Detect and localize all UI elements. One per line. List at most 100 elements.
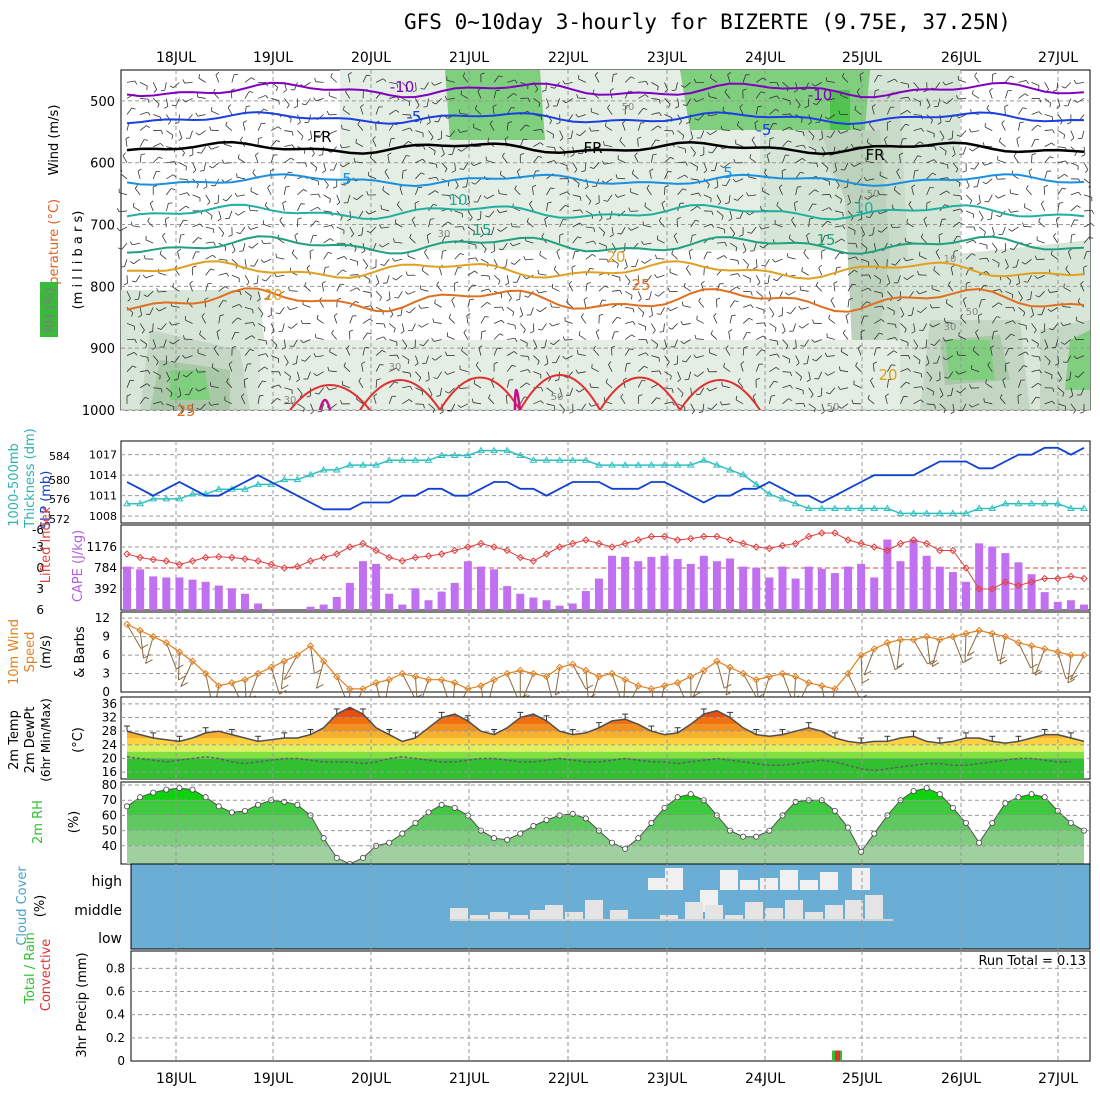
wind-barb [530,307,534,316]
wind-barb-flag [276,140,281,143]
wind-barb [1052,323,1059,331]
wind-barb-flag [577,183,580,188]
wind-barb-flag [292,363,297,365]
cloud-high-cell [760,878,778,890]
wind-barb [926,387,934,392]
lifted-index-point [922,539,931,548]
wind10m-point [398,669,407,678]
wind-barb [821,162,829,169]
wind-barb [700,130,705,139]
cloud-high-cell [648,878,666,890]
wind-barb-flag [418,377,422,382]
wind-barb [742,274,751,279]
wind-barb-flag [838,110,841,115]
wind-barb [428,176,437,180]
wind-barb-flag [575,389,580,393]
wind-barb-flag [998,302,1003,306]
wind10m-barb [913,639,929,665]
wind-barb-flag [693,98,697,102]
wind-barb [714,162,718,171]
wind-barb-flag [185,166,187,171]
wind-barb-flag [393,238,395,243]
wind-barb [651,370,660,373]
wind-barb-flag [601,160,605,165]
wind-barb-flag [409,373,412,378]
wind-barb [527,291,534,298]
rh-shade-region [260,340,900,410]
wind-barb [488,210,495,218]
wind10m-barb [280,661,285,690]
wind-barb [559,387,563,396]
wind-barb [635,259,639,267]
wind-barb [939,387,944,396]
wind-barb [1004,348,1010,356]
wind-barb-flag [381,350,386,353]
wind-barb-flag [196,407,201,411]
wind-barb [191,403,193,412]
wind-barb [818,267,823,276]
wind-barb-flag [1091,210,1095,215]
wind-barb-flag [828,207,833,211]
date-label-bottom: 18JUL [156,1071,196,1087]
wind-barb-flag [421,266,424,271]
thickness-point [490,446,498,454]
wind10m-point [936,635,944,644]
wind-barb [971,130,980,133]
wind-barb [860,226,866,235]
wind-barb-flag [750,304,754,309]
temp-band [127,751,1084,759]
wind-barb [795,186,798,195]
wind-tick: 0 [102,685,110,699]
wind-barb-flag [334,313,338,317]
wind-barb-flag [623,266,628,270]
wind-barb [769,95,778,99]
wind-barb [310,130,313,139]
wind-barb-flag [984,200,989,203]
lifted-index-point [713,532,721,541]
wind-barb [612,289,621,292]
wind-barb-flag [570,154,575,157]
wind-barb-flag [405,271,408,276]
wind-barb-flag [1090,223,1095,227]
wind-barb [375,336,384,340]
lifted-index-point [280,564,289,572]
wind-barb-flag [423,105,428,108]
wind-barb-flag [259,394,264,397]
wind10m-point [293,651,302,659]
wind-barb [676,219,679,228]
wind-barb-flag [757,282,761,286]
wind-barb-flag [793,89,798,93]
wind-barb [1031,323,1037,331]
wind-barb-flag [602,232,606,237]
wind-barb [257,353,266,356]
wind-barb [686,268,692,276]
wind-barb-flag [935,248,940,253]
wind-barb-flag [713,313,717,317]
wind-barb [149,307,154,315]
wind-barb-flag [641,312,645,317]
wind-barb [126,122,130,131]
wind-barb [1055,339,1059,348]
wind-barb [564,81,573,85]
wind-barb-flag [337,297,342,300]
millibars-label: (m i l l i b a r s) [71,211,86,310]
wind-barb-flag [739,234,744,237]
wind-barb [166,188,172,196]
wind-barb [343,365,351,372]
lifted-index-point [883,546,892,555]
wind-barb [834,252,840,260]
wind-barb [472,402,482,405]
wind-barb [473,383,482,389]
wind-barb-flag [1070,137,1075,141]
wind-barb-flag [776,82,779,87]
wind-barb-flag [424,248,428,253]
wind-barb [205,241,214,244]
cloud-middle-cell [450,908,468,920]
cloud-grid [175,864,1059,949]
wind-barb-flag [130,261,134,265]
wind-barb-flag [504,136,509,140]
wind-barb [664,171,669,179]
wind-barb [737,124,744,131]
